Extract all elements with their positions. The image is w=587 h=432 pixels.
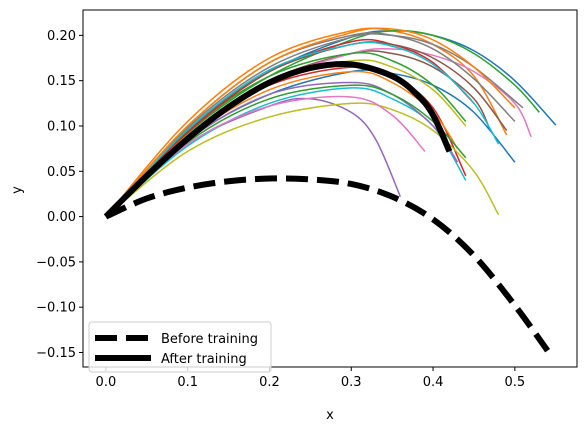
plot-frame [82, 9, 578, 368]
after-training-line [103, 60, 453, 219]
legend-label: After training [161, 352, 247, 367]
y-axis-ticks: −0.15 −0.10 −0.05 0.00 0.05 0.10 0.15 0.20 [36, 29, 83, 361]
trajectory-line-18 [105, 33, 524, 218]
x-axis-ticks: 0.0 0.1 0.2 0.3 0.4 0.5 [96, 367, 525, 390]
trajectory-line-3 [105, 29, 540, 218]
y-tick-label: −0.10 [36, 301, 76, 316]
trajectory-line-20 [105, 41, 500, 218]
before-training-line [104, 175, 550, 353]
y-tick-label: −0.15 [36, 346, 76, 361]
legend: Before training After training [88, 321, 272, 373]
y-tick-label: 0.20 [47, 29, 76, 44]
y-axis-label: y [10, 186, 25, 194]
trajectory-line-14 [105, 38, 475, 218]
y-tick-label: 0.00 [47, 210, 76, 225]
x-axis-label: x [326, 408, 334, 423]
legend-label: Before training [161, 332, 258, 347]
y-tick-label: 0.15 [47, 74, 76, 89]
x-tick-label: 0.2 [259, 375, 280, 390]
x-tick-label: 0.0 [96, 375, 117, 390]
x-tick-label: 0.1 [177, 375, 198, 390]
x-tick-label: 0.4 [423, 375, 444, 390]
y-tick-label: 0.10 [47, 119, 76, 134]
y-tick-label: 0.05 [47, 165, 76, 180]
x-tick-label: 0.5 [504, 375, 525, 390]
trajectory-line-9 [105, 102, 500, 218]
trajectory-line-22 [105, 27, 516, 218]
x-tick-label: 0.3 [341, 375, 362, 390]
trajectory-line-2 [105, 27, 508, 218]
y-tick-label: −0.05 [36, 255, 76, 270]
plot-lines [103, 27, 557, 353]
